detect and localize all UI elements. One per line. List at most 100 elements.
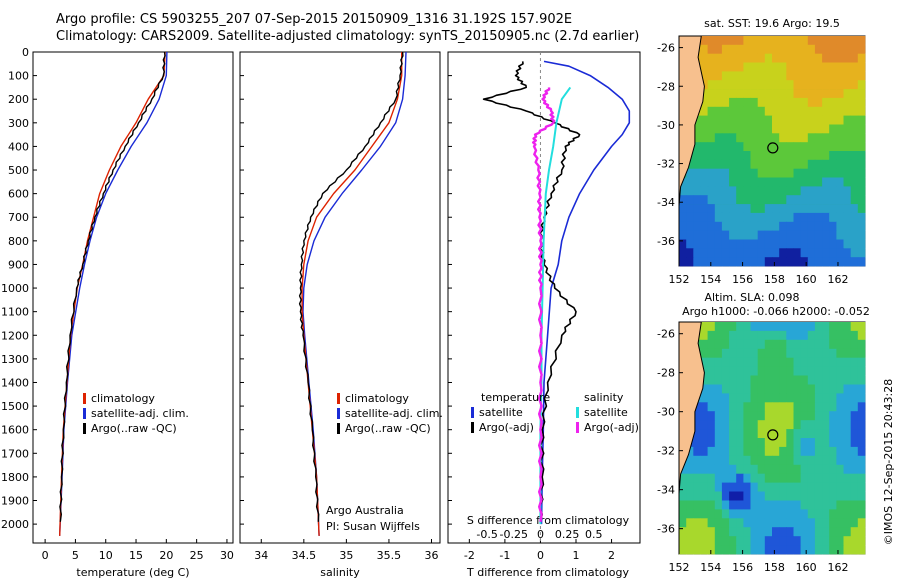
map-sla-cell: [721, 429, 730, 439]
map-sla-cell: [736, 482, 744, 492]
map-sst-cell: [714, 230, 723, 240]
map-sla-cell: [843, 339, 852, 350]
map-sst-cell: [736, 124, 744, 134]
map-sla-cell: [757, 420, 766, 430]
map-sst-cell: [764, 53, 773, 63]
map-sst-cell: [807, 177, 816, 187]
map-sla-cell: [793, 402, 802, 412]
map-sst-cell: [829, 230, 837, 240]
y-tick-label: 1500: [1, 400, 29, 413]
map-sst-cell: [729, 44, 737, 54]
map-sst-cell: [822, 159, 830, 169]
legend2-label: Argo(..raw -QC): [345, 422, 431, 435]
map-sla-cell: [743, 429, 751, 439]
map-x-tick-label: 162: [827, 273, 848, 286]
map-sla-cell: [850, 518, 859, 528]
map-sla-cell: [729, 509, 737, 519]
y-tick-label: 1700: [1, 447, 29, 460]
map-sst-cell: [829, 36, 837, 46]
map-sla-cell: [829, 384, 837, 394]
map-y-tick-label: -32: [657, 158, 675, 171]
map-sst-cell: [714, 221, 723, 231]
map-sst-cell: [836, 44, 844, 54]
map-sla-cell: [750, 482, 759, 492]
map-sst-cell: [743, 159, 751, 169]
map-sla-cell: [772, 446, 780, 457]
map-sst-cell: [822, 133, 830, 143]
map-sla-cell: [714, 464, 723, 475]
map-sst-cell: [764, 115, 773, 125]
map-sst-cell: [729, 204, 737, 214]
map-sst-cell: [836, 195, 844, 205]
map-sst-cell: [714, 44, 723, 54]
map-sst-cell: [729, 195, 737, 205]
map-sla-cell: [757, 527, 766, 537]
map-sla-cell: [757, 500, 766, 510]
map-sst-cell: [772, 257, 780, 267]
map-x-tick-label: 162: [827, 561, 848, 574]
map-sst-cell: [779, 204, 787, 214]
map-sst-cell: [757, 221, 766, 231]
map-sla-cell: [743, 455, 751, 466]
map-sla-cell: [721, 393, 730, 403]
map-sst-cell: [836, 53, 844, 63]
map-sst-cell: [772, 124, 780, 134]
map-sla-cell: [843, 411, 852, 421]
map-sst-cell: [807, 142, 816, 152]
map-sla-cell: [793, 339, 802, 350]
map-sst-cell: [743, 151, 751, 161]
map-sla-cell: [750, 446, 759, 457]
map-sst-cell: [800, 133, 809, 143]
map-sla-cell: [729, 330, 737, 341]
map-sst-cell: [714, 36, 723, 46]
map-sst-cell: [772, 212, 780, 223]
map-sla-cell: [721, 348, 730, 359]
map-sla-cell: [850, 375, 859, 385]
map-sla-title: Altim. SLA: 0.098: [704, 291, 799, 304]
map-sla-cell: [843, 375, 852, 385]
map-sla-cell: [814, 429, 823, 439]
map-sst-cell: [714, 89, 723, 99]
map-sst-cell: [822, 80, 830, 90]
map-sst-cell: [714, 177, 723, 187]
map-sst-cell: [721, 151, 730, 161]
map-sst-cell: [779, 248, 787, 258]
map-sla-cell: [800, 518, 809, 528]
map-sla-cell: [857, 411, 866, 421]
map-sst-cell: [700, 186, 709, 196]
map-sst-cell: [814, 204, 823, 214]
map-sla-cell: [721, 545, 730, 555]
map-sla-cell: [772, 455, 780, 466]
map-sla-cell: [707, 429, 716, 439]
map-sla-cell: [843, 402, 852, 412]
map-sla-cell: [707, 384, 716, 394]
map-sst-cell: [843, 124, 852, 134]
map-sla-cell: [822, 509, 830, 519]
map-sst-cell: [707, 177, 716, 187]
map-sla-cell: [850, 339, 859, 350]
map-sst-cell: [743, 212, 751, 223]
map-sla-cell: [829, 357, 837, 367]
map-sst-cell: [707, 230, 716, 240]
map-y-tick-label: -34: [657, 196, 675, 209]
map-sla-cell: [843, 482, 852, 492]
map-sla-cell: [772, 357, 780, 367]
map-sla-cell: [779, 455, 787, 466]
map-sla-cell: [779, 322, 787, 332]
map-sst-cell: [793, 221, 802, 231]
map-sst-cell: [757, 36, 766, 46]
map-sla-cell: [850, 509, 859, 519]
map-sla-cell: [829, 545, 837, 555]
map-sst-cell: [714, 115, 723, 125]
map-sla-cell: [779, 420, 787, 430]
map-sst-cell: [857, 36, 866, 46]
map-sla-cell: [757, 446, 766, 457]
map-sla-cell: [814, 509, 823, 519]
map-sst-cell: [800, 186, 809, 196]
map-sla-cell: [707, 330, 716, 341]
map-sla-cell: [772, 339, 780, 350]
map-sst-cell: [714, 80, 723, 90]
map-sst-cell: [721, 186, 730, 196]
map-sst-cell: [857, 195, 866, 205]
map-sst-cell: [807, 168, 816, 178]
